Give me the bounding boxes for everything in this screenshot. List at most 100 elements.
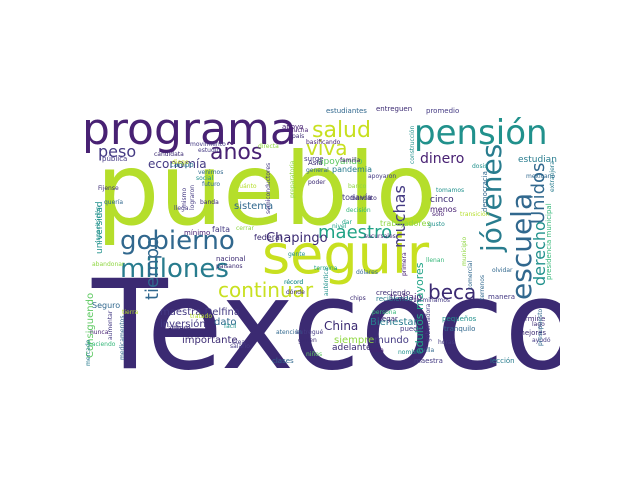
cloud-word: tratado: [190, 313, 213, 320]
cloud-word: candidata: [154, 151, 184, 158]
cloud-word: cosa: [370, 347, 384, 354]
cloud-word: maestro: [318, 222, 393, 243]
cloud-word: pueblo: [96, 131, 437, 248]
cloud-word: gobernadora: [425, 303, 432, 342]
cloud-word: presidencia municipal: [545, 203, 553, 280]
cloud-word: nombre: [398, 349, 422, 356]
cloud-word: pensión: [414, 113, 548, 153]
cloud-word: puedo: [400, 325, 422, 333]
cloud-word: todavía: [342, 193, 372, 202]
cloud-word: recibiendo: [376, 295, 413, 303]
cloud-word: menos: [430, 205, 457, 214]
cloud-word: llega: [174, 205, 189, 212]
cloud-word: dar: [342, 219, 352, 226]
cloud-word: sólo: [432, 211, 445, 218]
cloud-word: decisión: [346, 207, 371, 214]
cloud-word: preparatoria: [289, 160, 296, 198]
cloud-word: maestra: [414, 357, 443, 365]
cloud-word: decirles: [127, 320, 134, 344]
cloud-word: beca: [428, 280, 477, 304]
cloud-word: semiconductores: [265, 162, 272, 214]
cloud-word: fácil: [224, 323, 237, 330]
cloud-word: presupuesto: [537, 308, 544, 346]
cloud-word: trabajo: [390, 293, 422, 303]
cloud-word: quería: [104, 199, 124, 206]
cloud-word: horas: [438, 339, 455, 346]
cloud-word: federal: [254, 233, 283, 242]
cloud-word: falta: [212, 225, 230, 234]
cloud-word: venimos: [198, 169, 224, 176]
cloud-word: sucursales: [364, 233, 396, 240]
cloud-word: mismo: [181, 187, 188, 208]
cloud-word: millones: [120, 254, 229, 284]
cloud-word: apoyaron: [368, 173, 397, 180]
cloud-word: promedio: [426, 107, 460, 115]
cloud-word: trabajadores: [380, 219, 431, 228]
cloud-word: años: [210, 140, 263, 165]
cloud-word: persona: [372, 309, 397, 316]
cloud-word: medicamentos: [119, 315, 126, 360]
cloud-word: país: [292, 133, 305, 140]
cloud-word: democracia: [481, 171, 489, 212]
cloud-word: llenan: [426, 257, 445, 264]
cloud-word: entreguen: [376, 105, 413, 113]
cloud-word: tiempo: [142, 236, 163, 300]
cloud-word: termina: [314, 265, 338, 272]
cloud-word: poder: [308, 179, 326, 186]
cloud-word: chips: [350, 295, 366, 302]
cloud-word: Asia: [308, 159, 323, 167]
cloud-word: dólares: [356, 269, 378, 276]
cloud-word: tomamos: [436, 187, 465, 194]
cloud-word: termine: [518, 315, 546, 323]
cloud-word: terminamos: [414, 297, 451, 304]
cloud-word: paisanos: [216, 263, 243, 270]
cloud-word: Fijense: [98, 185, 119, 192]
cloud-word: economía: [148, 157, 207, 171]
cloud-word: mundo: [374, 335, 409, 346]
cloud-word: sistema: [234, 201, 274, 212]
cloud-word: China: [324, 319, 359, 333]
cloud-word: estudio: [198, 147, 221, 154]
cloud-word: seguir: [262, 223, 430, 286]
cloud-word: extranjera: [549, 161, 556, 192]
cloud-word: mandato: [350, 195, 377, 202]
cloud-word: ayudó: [532, 337, 551, 344]
word-cloud: Texcoco pueblo seguir programa pensión g…: [80, 104, 560, 376]
cloud-word: lograron: [189, 184, 196, 210]
cloud-word: inversión: [160, 319, 206, 330]
cloud-word: llegar: [378, 315, 398, 323]
cloud-word: banco: [348, 183, 367, 190]
cloud-word: nivel: [332, 223, 347, 230]
cloud-word: nacional: [216, 255, 246, 263]
cloud-word: apoyando: [318, 157, 363, 167]
cloud-word: lección: [490, 357, 515, 365]
cloud-word: dato: [214, 317, 237, 328]
cloud-word: creciendo: [376, 289, 411, 297]
cloud-word: niños: [306, 351, 323, 358]
cloud-word: surge: [304, 155, 324, 163]
cloud-word: campo: [170, 161, 194, 169]
cloud-word: viva: [306, 136, 348, 160]
cloud-word: buena: [172, 325, 191, 332]
cloud-word: transición: [460, 211, 490, 218]
cloud-word: mercado: [85, 339, 92, 366]
cloud-word: mejores: [518, 329, 547, 337]
cloud-word: movimiento: [190, 141, 226, 148]
cloud-word: salud: [312, 118, 371, 143]
cloud-word: capacitación: [95, 206, 102, 244]
cloud-word: Chapingo: [266, 231, 328, 246]
cloud-word: dinero: [420, 151, 465, 167]
cloud-word: dosis: [472, 163, 488, 170]
cloud-word: récord: [284, 279, 304, 286]
cloud-word: auténtica: [323, 267, 330, 296]
cloud-word: aumentar: [107, 310, 114, 340]
cloud-word: familia: [340, 157, 361, 164]
cloud-word: social: [196, 175, 214, 182]
cloud-word: mexicano: [526, 173, 556, 180]
cloud-word: gobierno: [120, 226, 235, 256]
cloud-word: cinco: [430, 195, 454, 205]
cloud-word: adelante: [332, 343, 372, 353]
cloud-word: pública: [102, 155, 128, 163]
cloud-word: gente: [288, 251, 306, 258]
cloud-word: peso: [98, 142, 137, 161]
